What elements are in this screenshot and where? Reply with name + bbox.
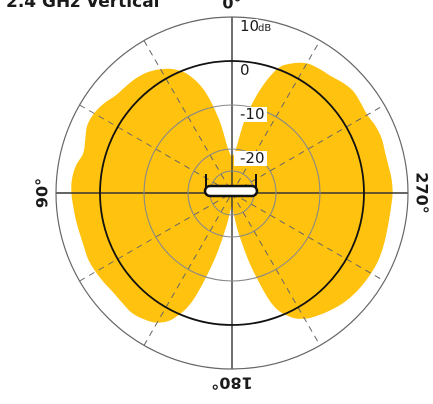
ring-label--20: -20: [240, 149, 265, 167]
ring-label-bg: [234, 63, 249, 78]
ring-0: [99, 60, 365, 326]
spoke-line: [79, 104, 385, 282]
ring-label--10: -10: [240, 105, 265, 123]
antenna-icon: [203, 174, 259, 198]
ring--10: [143, 104, 321, 282]
ring-label-bg: [234, 151, 267, 166]
spoke-line: [143, 40, 321, 346]
angle-label-90: 90°: [33, 178, 52, 208]
ring-label-bg: [234, 107, 267, 122]
ring-label-bg: [234, 19, 258, 34]
ring-label-10: 10: [240, 17, 259, 35]
ring-label-0: 0: [240, 61, 250, 79]
outer-ring: [55, 16, 409, 370]
angle-label-180: 180°: [211, 374, 252, 393]
angle-label-0: 0°: [222, 0, 241, 13]
ring--20: [187, 148, 277, 238]
spoke-line: [143, 40, 321, 346]
spoke-line: [79, 104, 385, 282]
angle-label-270: 270°: [413, 172, 432, 213]
radial-unit-label: dB: [258, 23, 271, 34]
chart-title: 2.4 GHz Vertical: [6, 0, 160, 12]
